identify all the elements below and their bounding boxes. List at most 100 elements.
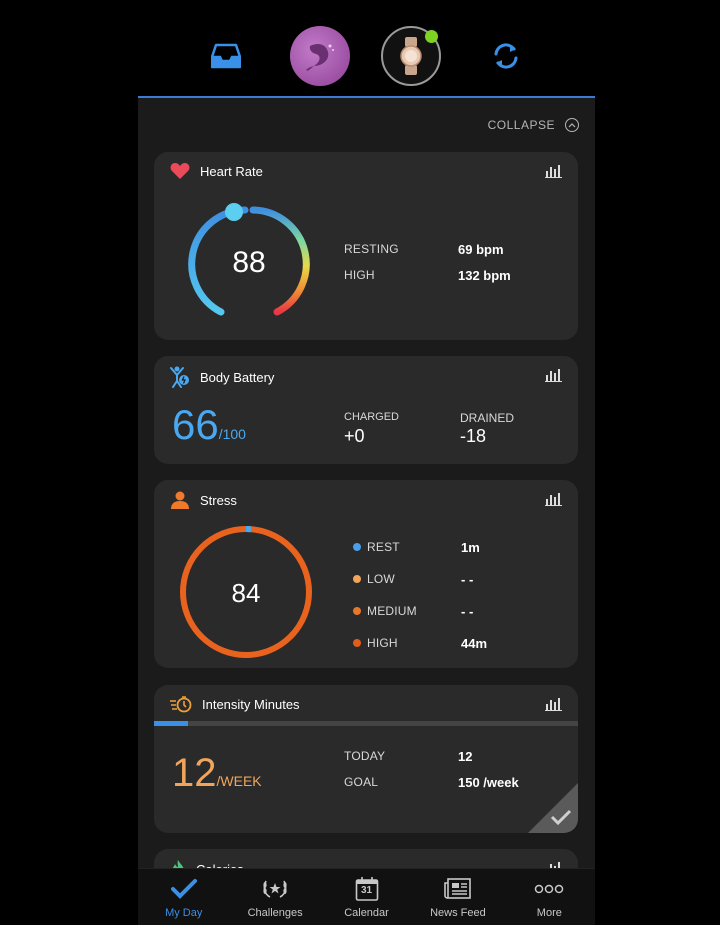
- more-icon: [534, 875, 564, 903]
- low-value: - -: [461, 572, 474, 587]
- heart-rate-title: Heart Rate: [200, 163, 263, 179]
- intensity-unit: /WEEK: [216, 773, 262, 789]
- stress-row-rest: REST: [353, 540, 400, 554]
- bar-chart-icon: [545, 493, 562, 506]
- stress-row-low: LOW: [353, 572, 395, 586]
- profile-avatar-button[interactable]: [290, 26, 350, 86]
- heart-rate-header: Heart Rate: [170, 162, 263, 180]
- intensity-header: Intensity Minutes: [170, 695, 300, 713]
- laurel-icon: [261, 875, 289, 903]
- charged-value: +0: [344, 426, 365, 446]
- nav-calendar-label: Calendar: [344, 907, 389, 919]
- intensity-value-group: 12 /WEEK: [172, 753, 262, 793]
- stopwatch-icon: [170, 696, 192, 713]
- today-value: 12: [458, 749, 473, 764]
- medium-dot: [353, 607, 361, 615]
- resting-value: 69 bpm: [458, 242, 504, 257]
- body-battery-chart-button[interactable]: [545, 368, 562, 387]
- stress-row-high: HIGH: [353, 636, 398, 650]
- device-watch-button[interactable]: [381, 26, 441, 86]
- inbox-icon: [211, 43, 241, 69]
- heart-rate-value: 88: [232, 246, 266, 279]
- bar-chart-icon: [545, 698, 562, 711]
- heart-icon: [170, 163, 190, 179]
- body-battery-header: Body Battery: [170, 366, 274, 388]
- low-label: LOW: [367, 572, 395, 586]
- charged-label: CHARGED: [344, 411, 400, 423]
- check-icon: [170, 875, 197, 903]
- intensity-progress-fill: [154, 721, 188, 726]
- drained-value: -18: [460, 426, 487, 446]
- resting-label: RESTING: [344, 242, 399, 256]
- bar-chart-icon: [545, 369, 562, 382]
- intensity-title: Intensity Minutes: [202, 696, 300, 712]
- nav-challenges-label: Challenges: [247, 907, 303, 919]
- intensity-chart-button[interactable]: [545, 697, 562, 716]
- sync-button[interactable]: [476, 26, 536, 86]
- body-battery-title: Body Battery: [200, 369, 275, 385]
- stress-chart-button[interactable]: [545, 492, 562, 511]
- rest-label: REST: [367, 540, 400, 554]
- stress-high-label: HIGH: [367, 636, 398, 650]
- phone-screen: COLLAPSE Heart Rate: [138, 0, 595, 925]
- top-bar: [138, 0, 595, 98]
- stress-high-value: 44m: [461, 636, 488, 651]
- nav-challenges[interactable]: Challenges: [229, 869, 320, 925]
- collapse-toggle[interactable]: COLLAPSE: [488, 118, 579, 132]
- nav-news-feed[interactable]: News Feed: [412, 869, 503, 925]
- stress-value: 84: [231, 578, 261, 608]
- today-label: TODAY: [344, 749, 386, 763]
- goal-check-corner: [528, 783, 578, 833]
- rest-dot: [353, 543, 361, 551]
- nav-my-day[interactable]: My Day: [138, 869, 229, 925]
- check-icon: [550, 809, 572, 826]
- stress-header: Stress: [170, 490, 237, 510]
- body-battery-card[interactable]: Body Battery 66 /100 CHARGED +0 DRAINED …: [154, 356, 578, 464]
- inbox-button[interactable]: [196, 26, 256, 86]
- medium-value: - -: [461, 604, 474, 619]
- goal-label: GOAL: [344, 775, 379, 789]
- chevron-up-icon: [565, 118, 579, 132]
- nav-more-label: More: [536, 907, 562, 919]
- high-dot: [353, 639, 361, 647]
- nav-news-feed-label: News Feed: [430, 907, 486, 919]
- stress-gauge: [180, 526, 312, 658]
- stress-row-medium: MEDIUM: [353, 604, 417, 618]
- goal-value: 150 /week: [458, 775, 519, 790]
- connected-status-dot: [425, 30, 438, 43]
- stress-title: Stress: [200, 492, 237, 508]
- intensity-progress-track: [154, 721, 578, 726]
- calendar-icon: 31: [355, 875, 379, 903]
- newsfeed-icon: [444, 875, 472, 903]
- rest-value: 1m: [461, 540, 480, 555]
- watch-icon: [400, 37, 422, 75]
- body-battery-value: 66: [172, 401, 219, 448]
- body-battery-max: /100: [218, 426, 246, 442]
- heart-rate-gauge: [188, 203, 310, 316]
- intensity-minutes-card[interactable]: Intensity Minutes 12 /WEEK TODAY 12 GOAL…: [154, 685, 578, 833]
- body-battery-icon: [170, 366, 189, 388]
- watch: [381, 26, 441, 86]
- sync-icon: [494, 43, 518, 69]
- collapse-label: COLLAPSE: [487, 118, 555, 132]
- heart-rate-card[interactable]: Heart Rate 88 RESTING: [154, 152, 578, 340]
- stress-card[interactable]: Stress 84 REST 1m LOW - - MEDIUM: [154, 480, 578, 668]
- high-label: HIGH: [344, 268, 375, 282]
- body-battery-value-group: 66 /100: [172, 404, 246, 446]
- intensity-value: 12: [172, 751, 217, 795]
- nav-more[interactable]: More: [504, 869, 595, 925]
- mermaid-icon: [306, 44, 334, 71]
- nav-calendar[interactable]: 31 Calendar: [321, 869, 412, 925]
- calendar-day: 31: [360, 885, 373, 896]
- stress-person-icon: [171, 491, 189, 509]
- avatar: [290, 26, 350, 86]
- high-value: 132 bpm: [458, 268, 511, 283]
- bar-chart-icon: [545, 165, 562, 178]
- nav-my-day-label: My Day: [165, 907, 203, 919]
- drained-label: DRAINED: [460, 411, 515, 425]
- heart-rate-chart-button[interactable]: [545, 164, 562, 183]
- medium-label: MEDIUM: [367, 604, 417, 618]
- low-dot: [353, 575, 361, 583]
- bottom-nav: My Day Challenges 31: [138, 868, 595, 925]
- heart-rate-marker: [225, 203, 243, 221]
